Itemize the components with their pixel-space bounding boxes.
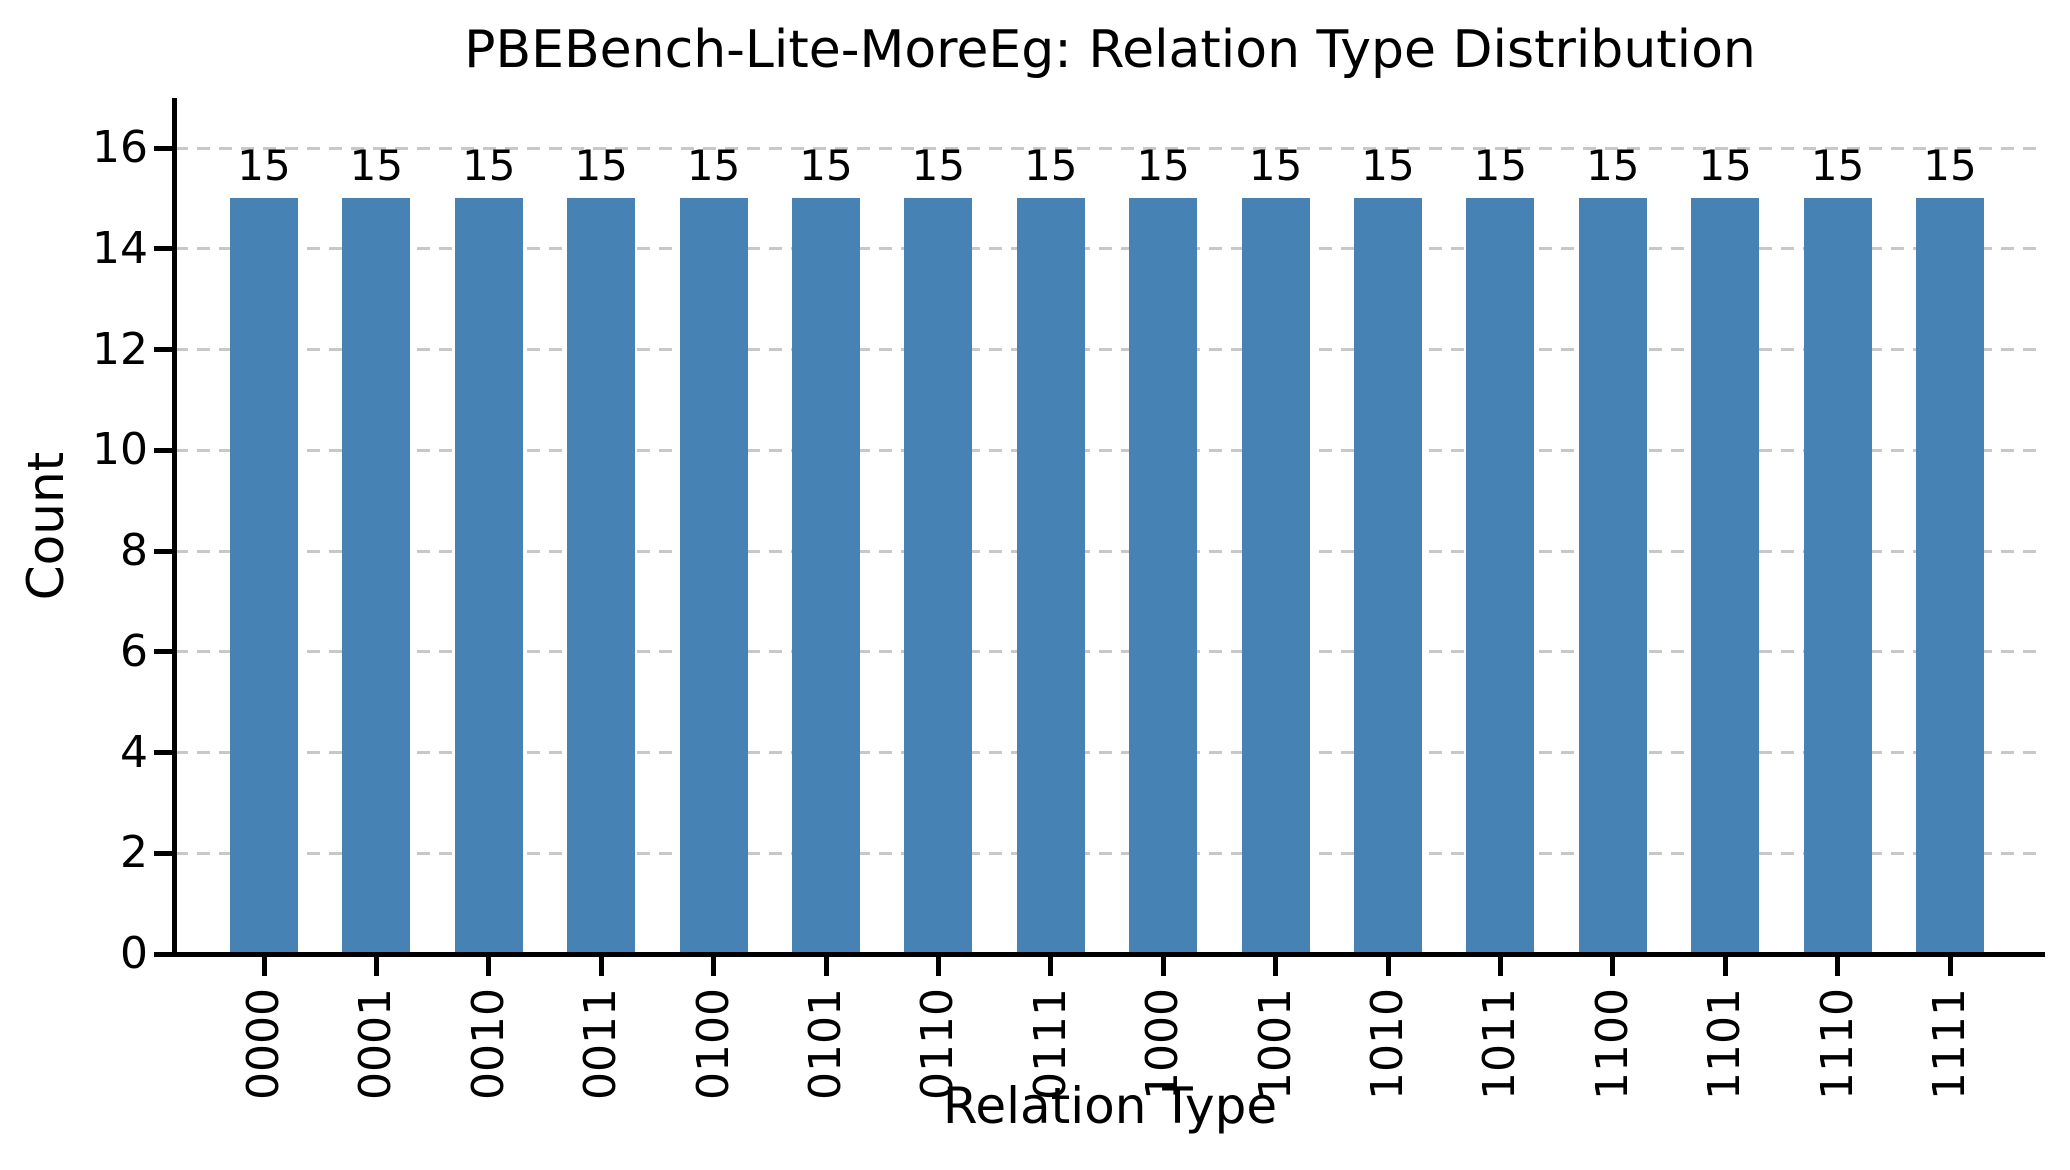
bar-value-label-1010: 15 <box>1361 141 1415 191</box>
bar-value-label-0101: 15 <box>799 141 853 191</box>
y-tick-label-14: 14 <box>92 222 148 274</box>
bar-value-label-0010: 15 <box>462 141 516 191</box>
bar-value-label-1101: 15 <box>1698 141 1752 191</box>
x-tick-1110 <box>1835 954 1841 976</box>
y-tick-10 <box>154 447 175 453</box>
gridline-y-6 <box>175 650 2037 654</box>
y-axis-spine <box>172 98 177 956</box>
bar-value-label-1100: 15 <box>1586 141 1640 191</box>
y-tick-0 <box>154 951 175 957</box>
bar-1100 <box>1578 198 1647 954</box>
bar-0011 <box>567 198 636 954</box>
x-tick-1010 <box>1385 954 1391 976</box>
y-tick-12 <box>154 347 175 352</box>
x-tick-1000 <box>1160 954 1166 976</box>
y-tick-label-8: 8 <box>120 525 148 576</box>
bar-value-label-0001: 15 <box>349 141 404 191</box>
bar-value-label-0111: 15 <box>1024 141 1078 191</box>
gridline-y-4 <box>175 751 2037 754</box>
bar-0101 <box>792 198 860 954</box>
bar-1110 <box>1803 198 1872 954</box>
x-tick-1001 <box>1273 954 1279 976</box>
x-tick-0000 <box>261 954 267 976</box>
y-tick-label-6: 6 <box>120 625 148 677</box>
bar-value-label-1011: 15 <box>1473 141 1528 191</box>
x-tick-0101 <box>823 954 829 976</box>
bar-0100 <box>679 198 748 954</box>
bar-0001 <box>342 198 411 954</box>
bar-0110 <box>904 198 973 954</box>
x-tick-1011 <box>1497 954 1503 976</box>
bar-0111 <box>1016 198 1085 954</box>
x-tick-0001 <box>373 954 379 976</box>
x-tick-1100 <box>1610 954 1616 976</box>
y-tick-label-4: 4 <box>120 726 148 778</box>
x-tick-0110 <box>935 954 941 976</box>
bar-value-label-1111: 15 <box>1923 141 1977 191</box>
x-tick-1101 <box>1722 954 1728 976</box>
y-tick-label-2: 2 <box>120 827 148 879</box>
x-tick-0111 <box>1048 954 1054 976</box>
y-tick-8 <box>154 548 175 554</box>
y-tick-2 <box>154 850 175 856</box>
bar-value-label-0000: 15 <box>237 141 291 191</box>
bar-value-label-0100: 15 <box>686 141 741 191</box>
bar-value-label-1110: 15 <box>1810 141 1865 191</box>
bar-1001 <box>1241 198 1310 954</box>
y-tick-label-0: 0 <box>120 928 148 979</box>
gridline-y-16 <box>175 146 2037 150</box>
x-tick-1111 <box>1947 954 1953 976</box>
gridline-y-12 <box>175 348 2037 351</box>
gridline-y-10 <box>175 448 2037 452</box>
bar-1011 <box>1466 198 1535 954</box>
y-tick-label-10: 10 <box>92 424 148 476</box>
y-axis-label: Count <box>17 451 75 601</box>
bar-0010 <box>454 198 523 954</box>
y-tick-label-12: 12 <box>92 323 148 375</box>
bar-value-label-0110: 15 <box>911 141 966 191</box>
y-tick-label-16: 16 <box>92 122 148 173</box>
bar-value-label-0011: 15 <box>574 141 628 191</box>
x-tick-0100 <box>711 954 717 976</box>
x-tick-0011 <box>598 954 604 976</box>
bar-0000 <box>230 198 298 954</box>
gridline-y-2 <box>175 851 2037 855</box>
bar-1111 <box>1916 198 1984 954</box>
chart-title: PBEBench-Lite-MoreEg: Relation Type Dist… <box>464 20 1756 80</box>
bar-1000 <box>1129 198 1198 954</box>
x-axis-label: Relation Type <box>942 1077 1278 1135</box>
bar-value-label-1000: 15 <box>1136 141 1190 191</box>
x-tick-0010 <box>486 954 492 976</box>
gridline-y-8 <box>175 549 2037 553</box>
y-tick-16 <box>154 145 175 151</box>
y-tick-4 <box>154 750 175 755</box>
y-tick-14 <box>154 246 175 252</box>
gridline-y-14 <box>175 247 2037 251</box>
y-tick-6 <box>154 649 175 655</box>
bar-1010 <box>1354 198 1422 954</box>
x-axis-spine <box>172 952 2045 957</box>
bar-1101 <box>1691 198 1760 954</box>
bar-value-label-1001: 15 <box>1248 141 1303 191</box>
